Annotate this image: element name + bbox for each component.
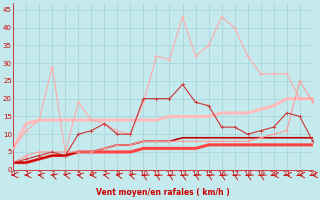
X-axis label: Vent moyen/en rafales ( km/h ): Vent moyen/en rafales ( km/h ) bbox=[96, 188, 230, 197]
